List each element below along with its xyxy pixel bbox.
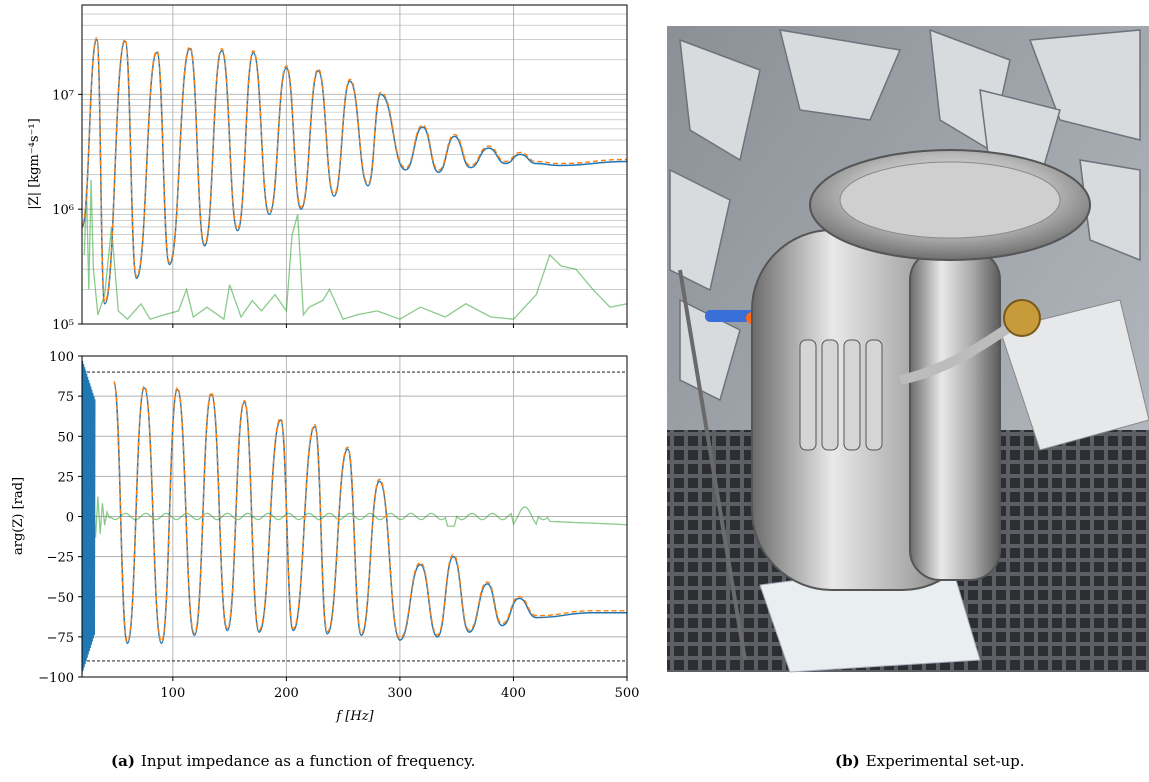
x-tick-label: 300 (388, 686, 413, 701)
caption-a-text: Input impedance as a function of frequen… (140, 752, 476, 770)
magnitude-plot: 10⁵ 10⁶ 10⁷ |Z| [kgm⁻⁴s⁻¹] (27, 4, 628, 333)
frequency-xlabel: f [Hz] (335, 709, 374, 724)
y-tick-label: 10⁶ (52, 203, 74, 218)
magnitude-series (82, 36, 627, 321)
phase-model-line (113, 380, 627, 643)
magnitude-axes-frame (81, 4, 628, 325)
magnitude-measured-line (82, 38, 627, 305)
x-tick-label: 400 (501, 686, 526, 701)
tuba-bore (909, 249, 1001, 581)
magnitude-residual-line (83, 179, 627, 321)
phase-series (82, 360, 627, 674)
y-tick-label: −50 (47, 591, 74, 606)
impedance-sensor (1003, 299, 1041, 337)
y-tick-label: 10⁷ (52, 88, 74, 103)
y-tick-label: 0 (66, 511, 74, 526)
phase-plot: −100 −75 −50 −25 0 25 50 75 100 100 200 300 400 500 a… (11, 350, 639, 724)
x-tick-label: 100 (160, 686, 185, 701)
y-tick-label: −25 (47, 551, 74, 566)
phase-ticks: −100 −75 −50 −25 0 25 50 75 100 100 200 300 400 500 (38, 350, 639, 701)
tuba-valves (799, 339, 883, 451)
tuba-photo (667, 26, 1149, 673)
caption-a-label: (a) (111, 752, 135, 770)
bell-interior (839, 161, 1061, 239)
acoustic-wedges (669, 28, 1141, 402)
y-tick-label: 50 (57, 430, 74, 445)
y-tick-label: 100 (49, 350, 74, 365)
caption-b: (b) Experimental set-up. (835, 752, 1025, 770)
caption-b-text: Experimental set-up. (865, 752, 1025, 770)
caption-b-label: (b) (835, 752, 860, 770)
side-table (999, 299, 1149, 451)
caption-a: (a) Input impedance as a function of freq… (111, 752, 475, 770)
phase-ylabel: arg(Z) [rad] (11, 477, 26, 555)
y-tick-label: −75 (47, 631, 74, 646)
y-tick-label: 75 (57, 390, 74, 405)
phase-noise-burst (82, 360, 96, 674)
magnitude-model-line (82, 36, 627, 303)
microphone-stand (678, 269, 747, 661)
magnitude-ylabel: |Z| [kgm⁻⁴s⁻¹] (27, 118, 42, 209)
y-tick-label: 25 (57, 470, 74, 485)
magnitude-ticks: 10⁵ 10⁶ 10⁷ (52, 88, 628, 333)
y-tick-label: 10⁵ (52, 318, 74, 333)
y-tick-label: −100 (38, 671, 74, 686)
x-tick-label: 500 (615, 686, 640, 701)
x-tick-label: 200 (274, 686, 299, 701)
